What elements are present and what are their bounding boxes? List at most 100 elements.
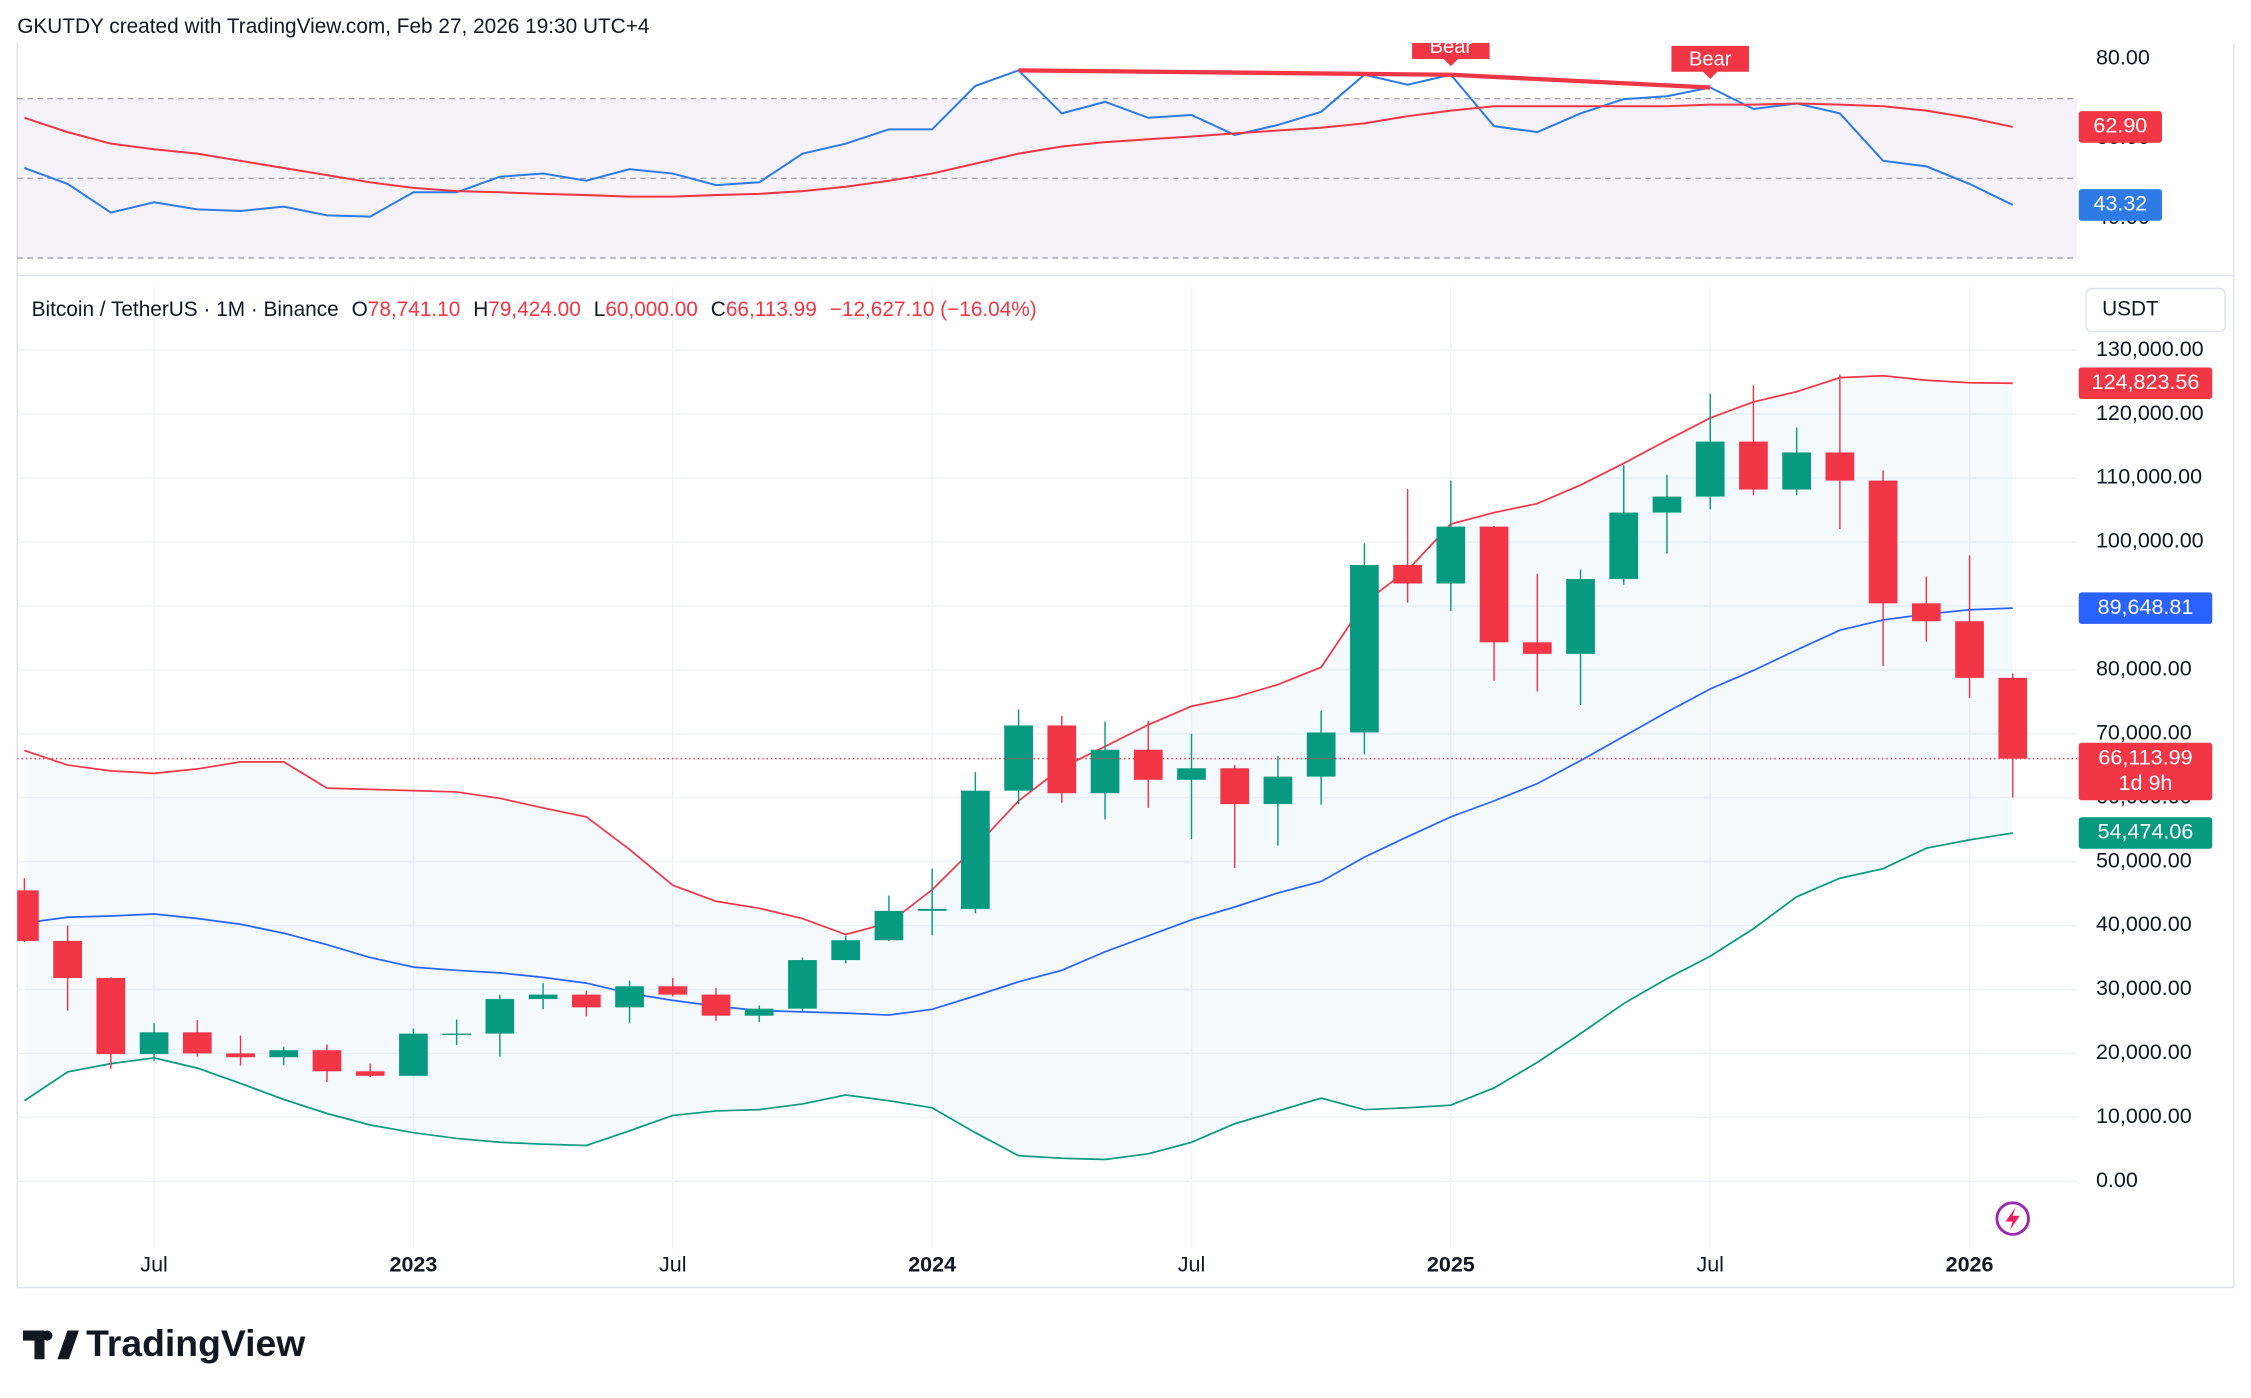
y-tick-label: 110,000.00 — [2096, 465, 2202, 489]
lightning-icon[interactable] — [1995, 1201, 2030, 1236]
candle-body — [1825, 452, 1855, 481]
candle-body — [1263, 776, 1293, 805]
annotation-label: Bear — [1689, 49, 1732, 71]
y-tick-label: 130,000.00 — [2096, 337, 2204, 361]
candle-body — [182, 1032, 212, 1054]
price-tag-label: 54,474.06 — [2098, 820, 2194, 844]
ohlc-value: 66,113.99 — [726, 298, 817, 321]
price-tag-label: 62.90 — [2093, 114, 2147, 138]
change-label: −12,627.10 (−16.04%) — [830, 298, 1037, 321]
candle-body — [226, 1053, 255, 1058]
rsi-line — [24, 102, 2013, 198]
candle-body — [1609, 512, 1639, 580]
y-tick-label: 70,000.00 — [2096, 720, 2192, 744]
candle-body — [312, 1050, 342, 1072]
ohlc-value: 79,424.00 — [488, 298, 581, 321]
candle-body — [615, 986, 644, 1008]
annotation-label: Bear — [1430, 36, 1473, 58]
y-tick-label: 40,000.00 — [2096, 912, 2192, 936]
candle-body — [1306, 732, 1336, 777]
candle-body — [1090, 749, 1120, 794]
x-tick-label: Jul — [1696, 1253, 1724, 1277]
y-tick-label: 50,000.00 — [2096, 848, 2192, 872]
x-tick-label: 2024 — [908, 1253, 956, 1277]
divergence-line — [1018, 68, 1451, 77]
candle-body — [1177, 768, 1206, 780]
ohlc-value: 78,741.10 — [368, 298, 461, 321]
candle-body — [53, 940, 82, 978]
ohlc-key: H — [473, 298, 488, 321]
candle-body — [442, 1033, 472, 1036]
y-tick-label: 80,000.00 — [2096, 657, 2192, 681]
logo-text: TradingView — [86, 1322, 306, 1364]
overlay: 80.0060.0040.0043.3262.900.0010,000.0020… — [140, 46, 2213, 1277]
candle-body — [1695, 441, 1725, 497]
candle-body — [528, 994, 558, 1000]
ohlc-key: C — [711, 298, 726, 321]
candle-body — [1393, 564, 1422, 584]
y-tick-label: 10,000.00 — [2096, 1104, 2192, 1128]
candle-body — [1436, 526, 1466, 584]
x-tick-label: 2025 — [1427, 1253, 1475, 1277]
countdown-label: 1d 9h — [2119, 771, 2173, 795]
icon-bolt[interactable] — [2005, 1207, 2020, 1231]
price-tag — [2078, 111, 2162, 143]
candle-body — [269, 1050, 299, 1058]
candle-body — [1868, 480, 1898, 604]
candle-body — [1998, 677, 2028, 759]
x-tick-label: Jul — [1178, 1253, 1206, 1277]
candle-body — [831, 940, 861, 961]
y-tick-label: 100,000.00 — [2096, 529, 2204, 553]
x-tick-label: Jul — [140, 1253, 168, 1277]
candle-body — [788, 960, 817, 1009]
annotation-box — [1412, 43, 1490, 67]
band-line — [24, 607, 2013, 1016]
candle-body — [1739, 441, 1768, 490]
price-tag-label: 89,648.81 — [2098, 595, 2194, 619]
x-tick-label: Jul — [659, 1253, 687, 1277]
price-tag — [2078, 592, 2213, 624]
candle-body — [1955, 621, 1984, 678]
currency-box[interactable] — [2085, 287, 2226, 333]
candle-body — [1479, 526, 1509, 643]
price-tag — [2078, 742, 2213, 801]
band-fill — [24, 375, 2013, 1160]
price-tag-label: 43.32 — [2093, 192, 2147, 216]
band-line — [23, 832, 2013, 1161]
y-tick-label: 0.00 — [2096, 1168, 2138, 1192]
ohlc-value: 60,000.00 — [605, 298, 698, 321]
candle-body — [485, 999, 515, 1034]
candle-body — [961, 790, 990, 909]
candle-body — [701, 994, 731, 1016]
ohlc-key: O — [352, 298, 368, 321]
candle-body — [1133, 749, 1163, 780]
tradingview-logo: TradingView — [22, 1322, 306, 1364]
price-tag — [2078, 367, 2213, 400]
symbol-title: Bitcoin / TetherUS · 1M · Binance — [32, 298, 339, 321]
icon-ring[interactable] — [1995, 1201, 2030, 1236]
price-tag — [2078, 189, 2162, 221]
price-tag-label: 124,823.56 — [2092, 370, 2200, 394]
price-tag — [2078, 817, 2213, 849]
candle-body — [139, 1032, 169, 1055]
legend: Bitcoin / TetherUS · 1M · Binance O78,741… — [32, 298, 1037, 321]
y-tick-label: 30,000.00 — [2096, 976, 2192, 1000]
candle-body — [1911, 603, 1941, 622]
y-tick-label: 120,000.00 — [2096, 401, 2204, 425]
currency-label[interactable]: USDT — [2102, 298, 2159, 321]
candle-body — [658, 986, 688, 995]
candle-body — [96, 977, 126, 1055]
price-tag-label: 66,113.99 — [2098, 745, 2192, 769]
candle-body — [1047, 725, 1077, 794]
divergence-line — [1450, 72, 1711, 90]
candle-body — [917, 908, 947, 911]
annotation-box — [1671, 45, 1749, 79]
ohlc-key: L — [594, 298, 606, 321]
candle-body — [1782, 452, 1812, 490]
y-tick-label: 80.00 — [2096, 46, 2150, 70]
y-tick-label: 20,000.00 — [2096, 1040, 2192, 1064]
price-pane — [17, 287, 2078, 1249]
